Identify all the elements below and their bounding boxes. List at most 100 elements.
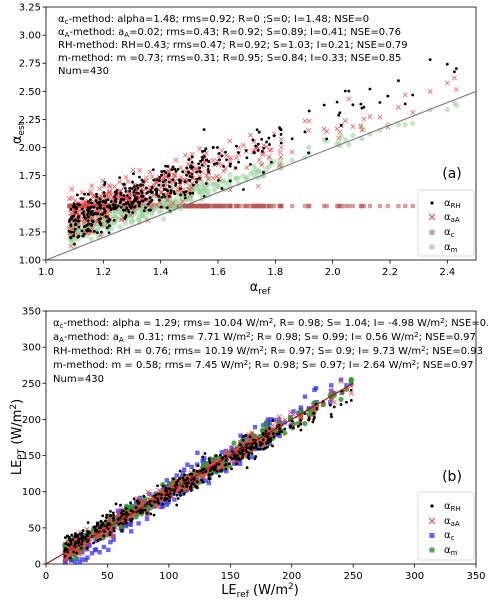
point-alpha-m: [302, 420, 308, 427]
panel-b-x-tick-label: 150: [221, 571, 240, 582]
point-alpha-aA: [367, 113, 373, 119]
point-alpha-rh: [166, 174, 170, 178]
point-alpha-rh: [251, 138, 255, 142]
panel-b-label: (b): [442, 469, 462, 485]
point-alpha-rh: [86, 521, 90, 525]
point-alpha-m: [210, 182, 216, 188]
point-alpha-rh: [303, 412, 307, 415]
point-alpha-rh: [87, 222, 90, 226]
point-alpha-c: [128, 529, 134, 534]
point-alpha-rh: [228, 179, 232, 183]
point-alpha-rh: [122, 197, 125, 201]
legend-a-c-marker: [429, 230, 435, 235]
point-alpha-rh: [307, 109, 311, 113]
point-alpha-c: [164, 478, 170, 483]
point-alpha-rh: [164, 164, 167, 168]
point-alpha-c: [227, 203, 233, 209]
point-alpha-aA: [377, 114, 383, 120]
point-alpha-rh: [194, 484, 197, 488]
legend-a-aA-marker: [428, 213, 436, 221]
point-alpha-m: [320, 402, 326, 408]
point-alpha-rh: [241, 434, 245, 438]
point-alpha-rh: [256, 149, 260, 152]
point-alpha-rh: [80, 229, 84, 233]
point-alpha-rh: [121, 208, 125, 212]
point-alpha-c: [302, 394, 308, 399]
point-alpha-rh: [236, 453, 239, 457]
point-alpha-c: [306, 203, 311, 209]
point-alpha-rh: [200, 478, 204, 482]
point-alpha-rh: [224, 150, 227, 154]
panel-a-y-tick-label: 2.00: [19, 143, 41, 154]
panel-a-legend-box: [417, 189, 475, 257]
point-alpha-rh: [148, 196, 152, 200]
panel-a-y-label: αest: [10, 121, 27, 144]
panel-a-x-label: αref: [250, 280, 272, 297]
point-alpha-aA: [336, 135, 342, 141]
point-alpha-rh: [195, 470, 199, 473]
point-alpha-c: [260, 423, 266, 428]
point-alpha-aA: [277, 149, 283, 155]
point-alpha-rh: [172, 477, 175, 481]
point-alpha-rh: [252, 151, 256, 155]
point-alpha-rh: [132, 497, 136, 501]
point-alpha-c: [97, 550, 102, 555]
point-alpha-rh: [73, 227, 77, 231]
point-alpha-rh: [244, 149, 248, 152]
point-alpha-aA: [287, 409, 293, 415]
point-alpha-rh: [105, 513, 109, 517]
point-alpha-aA: [89, 536, 95, 542]
point-alpha-aA: [127, 192, 133, 198]
point-alpha-rh: [203, 149, 207, 153]
point-alpha-aA: [253, 145, 259, 151]
point-alpha-rh: [182, 492, 186, 496]
point-alpha-rh: [217, 462, 221, 466]
point-alpha-c: [111, 537, 116, 543]
point-alpha-rh: [245, 466, 249, 470]
point-alpha-m: [95, 227, 101, 233]
point-alpha-m: [117, 224, 123, 230]
point-alpha-rh: [105, 226, 109, 230]
point-alpha-rh: [225, 158, 228, 162]
point-alpha-c: [248, 203, 253, 209]
point-alpha-c: [202, 203, 207, 209]
point-alpha-rh: [198, 177, 201, 180]
point-alpha-aA: [72, 198, 78, 204]
point-alpha-rh: [111, 511, 115, 515]
point-alpha-aA: [259, 151, 265, 157]
point-alpha-c: [344, 383, 349, 388]
point-alpha-aA: [302, 118, 308, 124]
point-alpha-c: [203, 478, 208, 483]
point-alpha-rh: [311, 420, 315, 424]
point-alpha-aA: [224, 152, 230, 158]
point-alpha-rh: [124, 202, 128, 205]
point-alpha-rh: [152, 494, 156, 498]
panel-a-one-to-one-line: [45, 90, 477, 261]
panel-a-stats: αc-method: alpha=1.48; rms=0.92; R=0 ;S=…: [58, 14, 408, 77]
point-alpha-rh: [260, 442, 264, 446]
point-alpha-c: [189, 203, 195, 209]
point-alpha-rh: [135, 499, 139, 503]
point-alpha-rh: [116, 204, 120, 208]
point-alpha-rh: [135, 184, 139, 187]
point-alpha-c: [324, 203, 329, 209]
point-alpha-rh: [190, 175, 194, 179]
point-alpha-rh: [161, 484, 165, 488]
point-alpha-rh: [77, 219, 81, 223]
panel-a-y-tick-label: 1.75: [19, 171, 41, 182]
point-alpha-aA: [346, 96, 352, 102]
point-alpha-rh: [112, 195, 116, 198]
point-alpha-rh: [99, 221, 102, 225]
point-alpha-rh: [103, 181, 107, 184]
point-alpha-rh: [83, 192, 86, 196]
point-alpha-rh: [129, 206, 133, 210]
point-alpha-rh: [335, 100, 339, 104]
point-alpha-m: [348, 378, 354, 385]
point-alpha-rh: [76, 235, 80, 239]
point-alpha-aA: [240, 142, 246, 148]
point-alpha-aA: [168, 482, 174, 488]
point-alpha-rh: [206, 164, 210, 168]
point-alpha-aA: [170, 178, 176, 184]
point-alpha-c: [267, 420, 272, 426]
